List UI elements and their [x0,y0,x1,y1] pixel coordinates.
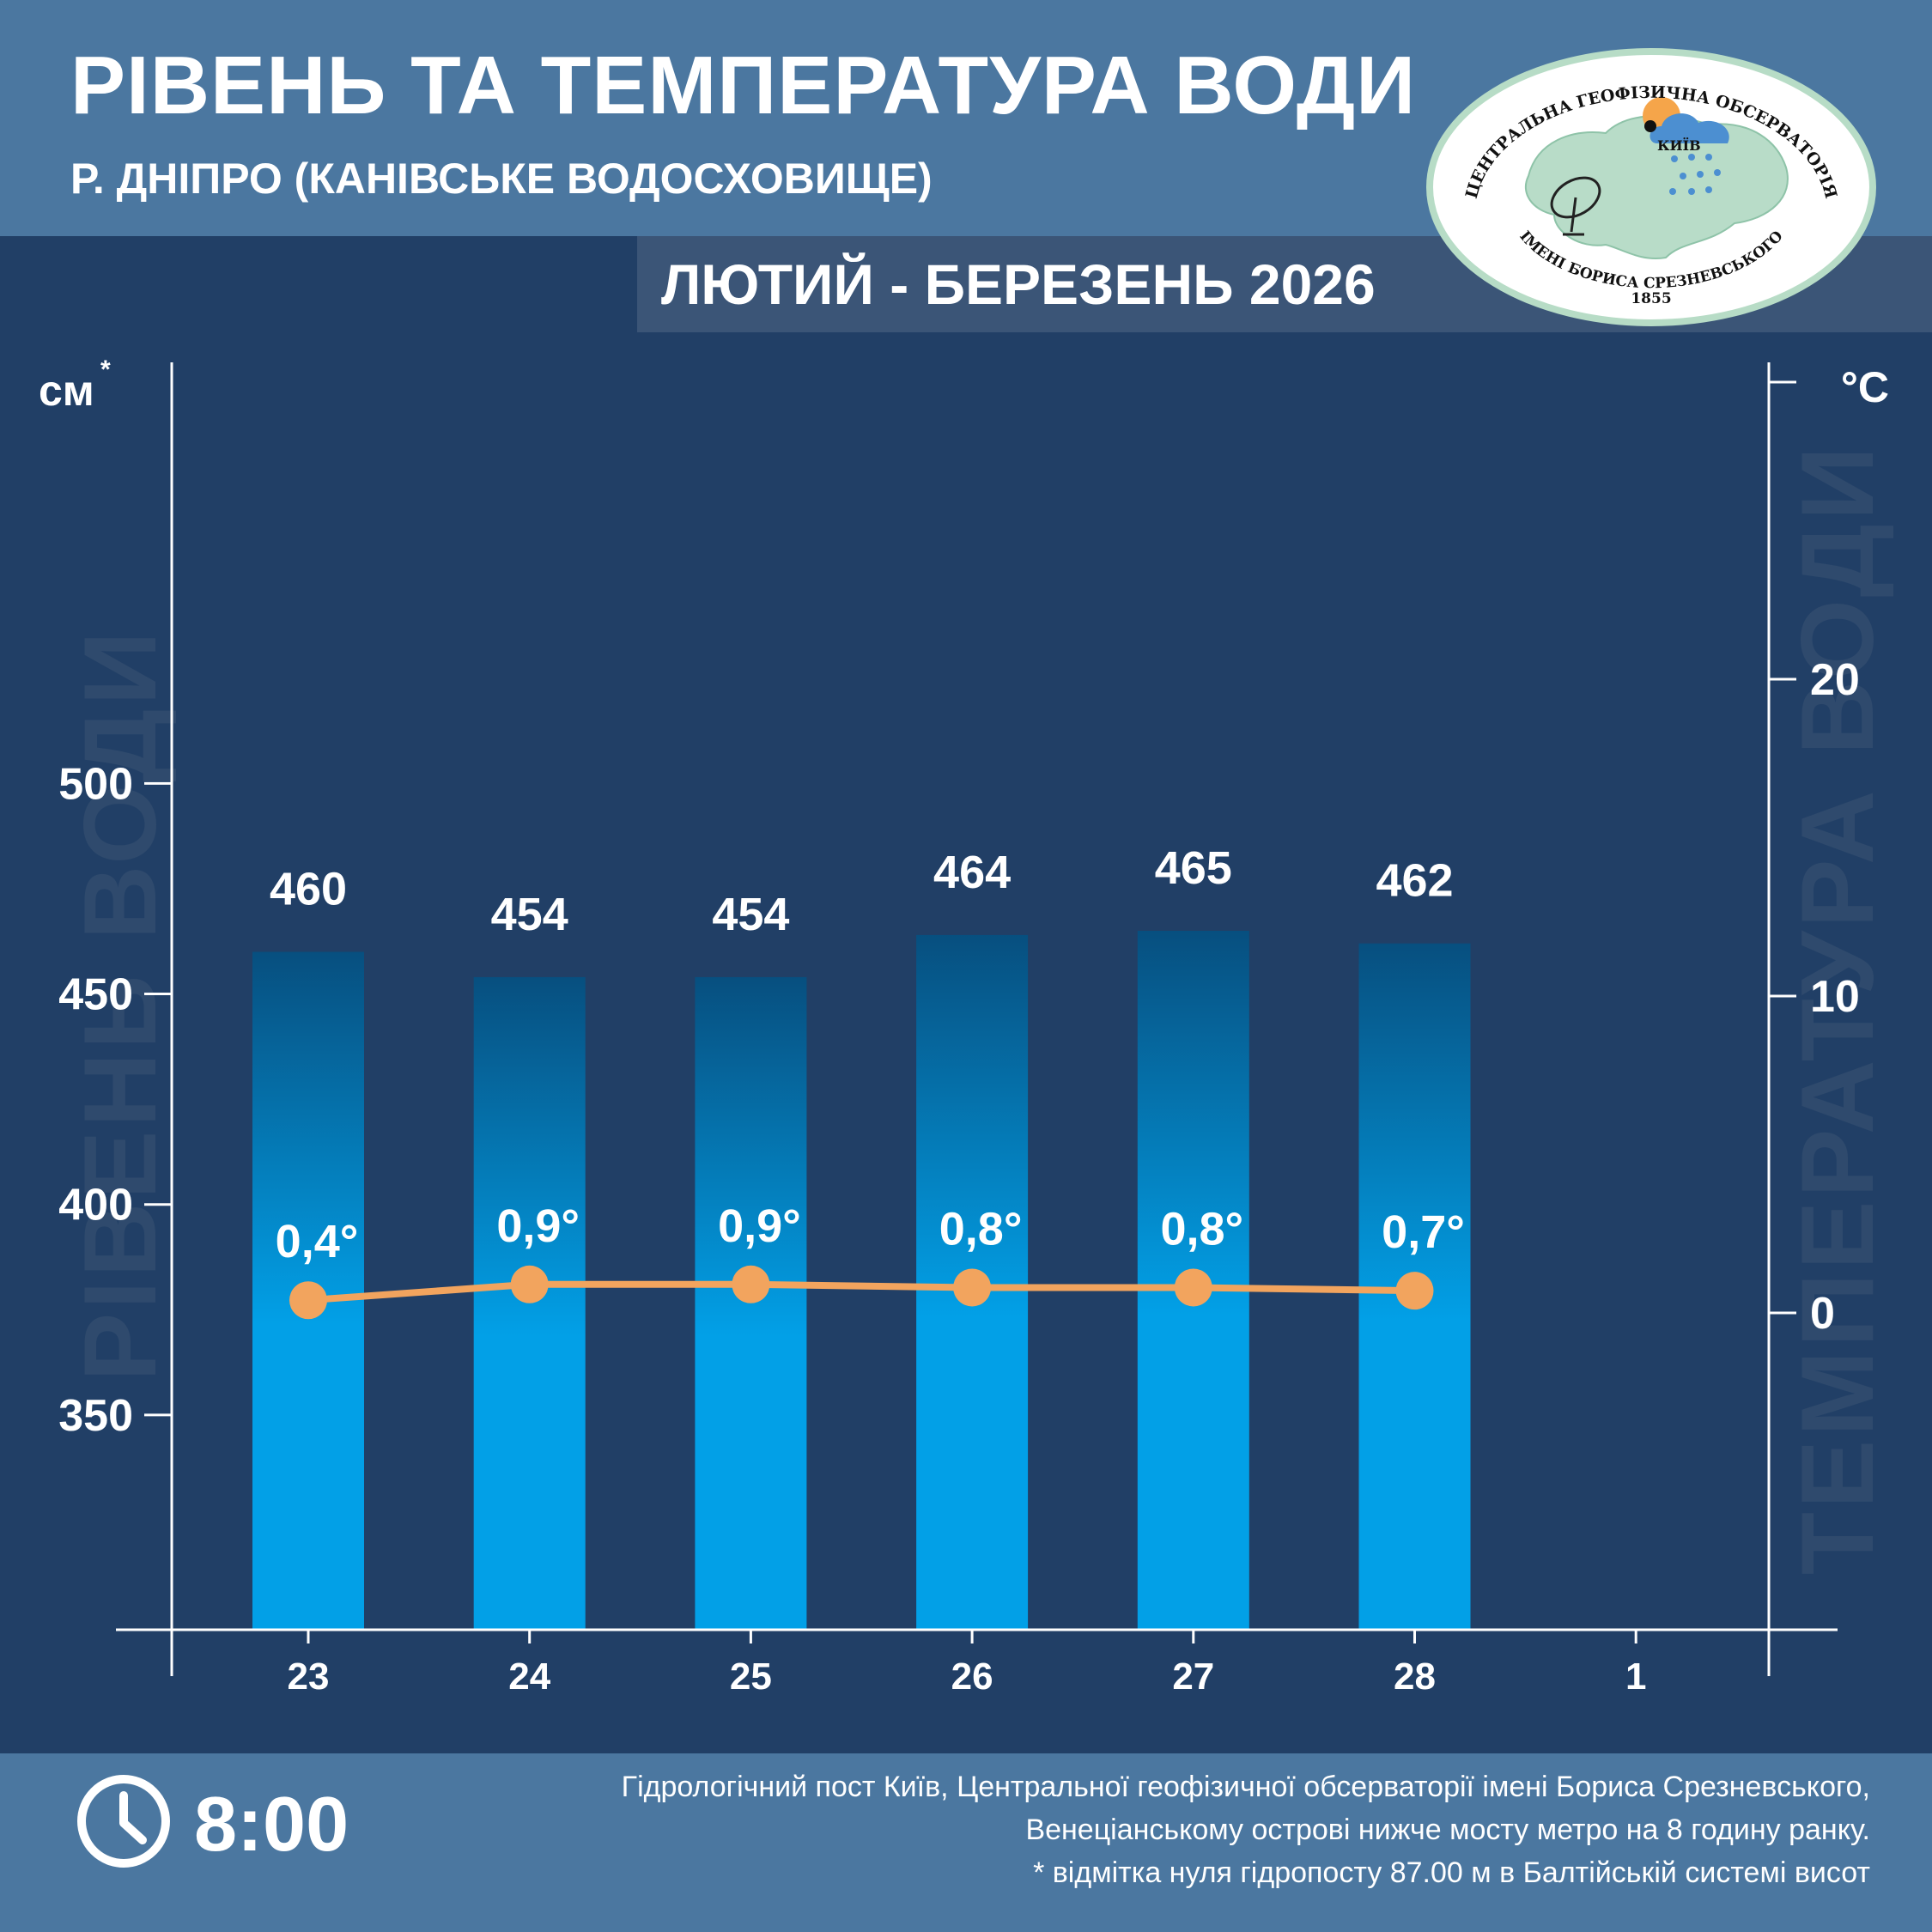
left-tick-label: 400 [58,1181,133,1230]
footer-band [0,1753,1932,1932]
right-tick-label: 10 [1810,972,1860,1022]
chart-svg: 350 400 450 500 см * 0 10 20 °С 23 24 25 26 27 28 1 460 4… [39,355,1889,1698]
left-tick-label: 450 [58,970,133,1020]
footer-note-line: * відмітка нуля гідропосту 87.00 м в Бал… [1033,1856,1870,1889]
level-bar [473,976,586,1630]
x-tick-label: 23 [288,1656,330,1698]
temperature-point [289,1281,327,1320]
temperature-value-label: 0,8° [939,1203,1023,1255]
level-value-label: 454 [712,889,789,940]
chart: 350 400 450 500 см * 0 10 20 °С 23 24 25 26 27 28 1 460 4… [39,355,1889,1698]
left-axis-unit-mark: * [100,355,111,384]
logo-city: КИЇВ [1657,137,1701,154]
level-value-label: 454 [491,889,568,940]
observation-time: 8:00 [194,1782,349,1868]
temperature-value-label: 0,9° [496,1200,580,1252]
footer-note: Гідрологічний пост Київ, Центральної гео… [496,1765,1870,1894]
page-subtitle: Р. ДНІПРО (КАНІВСЬКЕ ВОДОСХОВИЩЕ) [70,155,933,203]
level-value-label: 464 [933,847,1011,898]
temperature-point [510,1265,549,1303]
level-value-label: 462 [1376,855,1453,907]
footer-note-line: Гідрологічний пост Київ, Центральної гео… [621,1771,1870,1803]
left-tick-label: 350 [58,1391,133,1441]
right-axis-unit: °С [1841,363,1889,411]
temperature-point [732,1265,770,1303]
temperature-point [1395,1272,1434,1310]
x-tick-label: 24 [508,1656,550,1698]
temperature-value-label: 0,7° [1382,1206,1465,1258]
left-tick-label: 500 [58,759,133,809]
temperature-value-label: 0,4° [276,1216,359,1267]
level-value-label: 465 [1155,842,1232,894]
period-label: ЛЮТИЙ - БЕРЕЗЕНЬ 2026 [661,252,1376,316]
temperature-value-label: 0,9° [718,1200,801,1252]
clock-icon [76,1773,172,1869]
footer-note-line: Венеціанському острові нижче мосту метро… [1025,1814,1870,1846]
x-tick-label: 26 [951,1656,993,1698]
level-value-label: 460 [270,864,347,915]
temperature-value-label: 0,8° [1160,1203,1243,1255]
x-tick-label: 28 [1394,1656,1436,1698]
x-tick-label: 25 [730,1656,772,1698]
level-bar [695,976,807,1630]
temperature-point [953,1268,992,1307]
right-tick-label: 20 [1810,655,1860,705]
temperature-line [307,1280,1415,1304]
x-tick-label: 27 [1172,1656,1214,1698]
temperature-point [1174,1268,1212,1307]
x-tick-label: 1 [1625,1656,1646,1698]
observatory-logo: КИЇВ ЦЕНТРАЛЬНА ГЕОФІЗИЧНА ОБСЕРВАТОРІЯ … [1425,47,1877,327]
logo-year: 1855 [1631,290,1671,307]
page-title: РІВЕНЬ ТА ТЕМПЕРАТУРА ВОДИ [70,39,1417,131]
left-axis-unit: см [39,367,94,415]
right-tick-label: 0 [1810,1289,1835,1339]
